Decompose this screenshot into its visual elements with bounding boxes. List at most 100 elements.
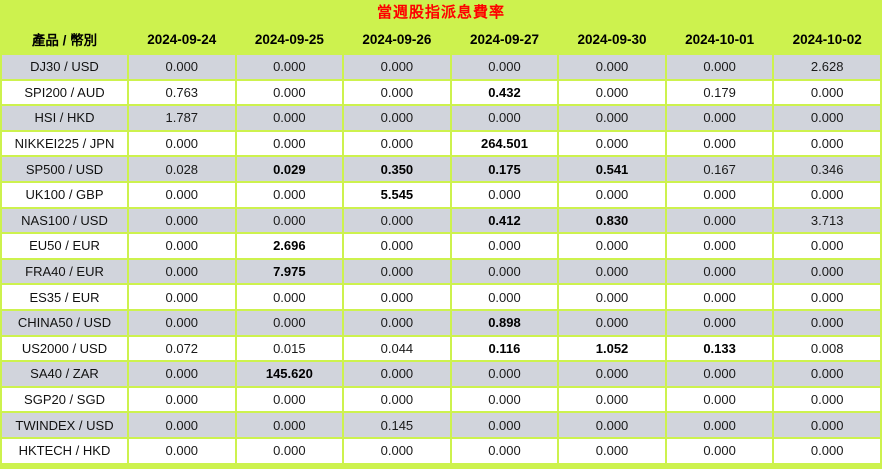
rate-cell: 0.541 bbox=[557, 155, 667, 183]
column-header-date: 2024-09-26 bbox=[362, 31, 432, 47]
rate-cell: 7.975 bbox=[234, 257, 345, 286]
rate-cell: 0.000 bbox=[342, 78, 452, 107]
rate-cell: 0.000 bbox=[342, 206, 452, 235]
rate-cell: 0.000 bbox=[664, 180, 775, 209]
rate-cell: 0.000 bbox=[449, 360, 560, 388]
rate-cell: 2.628 bbox=[772, 53, 882, 81]
rate-cell: 0.000 bbox=[449, 232, 560, 260]
rate-cell: 0.000 bbox=[557, 308, 667, 337]
rate-cell: 0.145 bbox=[342, 411, 452, 439]
rate-cell: 0.000 bbox=[664, 360, 775, 388]
rate-cell: 0.000 bbox=[342, 308, 452, 337]
rate-cell: 0.000 bbox=[234, 53, 345, 81]
rate-cell: 0.000 bbox=[127, 232, 237, 260]
rate-cell: 0.000 bbox=[772, 436, 882, 465]
dividend-rate-table: 產品 / 幣別 2024-09-24 2024-09-25 2024-09-26 20… bbox=[0, 25, 882, 465]
column-header-date: 2024-09-25 bbox=[254, 31, 324, 47]
row-label: EU50 / EUR bbox=[0, 232, 129, 260]
rate-cell: 0.000 bbox=[557, 104, 667, 132]
rate-cell: 0.000 bbox=[449, 180, 560, 209]
row-label: SPI200 / AUD bbox=[0, 78, 129, 107]
rate-cell: 0.000 bbox=[772, 104, 882, 132]
rate-cell: 0.116 bbox=[449, 334, 560, 363]
rate-cell: 0.000 bbox=[342, 436, 452, 465]
row-label: NIKKEI225 / JPN bbox=[0, 129, 129, 158]
row-label: SP500 / USD bbox=[0, 155, 129, 183]
table-row: HKTECH / HKD 0.000 0.000 0.000 0.000 0.000 0.0… bbox=[0, 436, 882, 465]
table-row: FRA40 / EUR 0.000 7.975 0.000 0.000 0.000 0.00… bbox=[0, 257, 882, 286]
rate-cell: 0.000 bbox=[664, 411, 775, 439]
table-row: NAS100 / USD 0.000 0.000 0.000 0.412 0.830 0.0… bbox=[0, 206, 882, 235]
rate-cell: 0.000 bbox=[127, 180, 237, 209]
rate-cell: 0.412 bbox=[449, 206, 560, 235]
rate-cell: 0.000 bbox=[664, 129, 775, 158]
table-row: NIKKEI225 / JPN 0.000 0.000 0.000 264.501 0.0… bbox=[0, 129, 882, 158]
rate-cell: 0.000 bbox=[234, 129, 345, 158]
header-row: 產品 / 幣別 2024-09-24 2024-09-25 2024-09-26 20… bbox=[1, 25, 881, 54]
rate-cell: 0.000 bbox=[772, 129, 882, 158]
rate-cell: 0.000 bbox=[664, 206, 775, 235]
rate-cell: 0.000 bbox=[234, 78, 345, 107]
rate-cell: 0.000 bbox=[664, 232, 775, 260]
rate-cell: 0.000 bbox=[772, 385, 882, 414]
rate-cell: 0.179 bbox=[664, 78, 775, 107]
table-row: US2000 / USD 0.072 0.015 0.044 0.116 1.052 0.1… bbox=[0, 334, 882, 363]
rate-cell: 0.000 bbox=[342, 104, 452, 132]
rate-cell: 0.000 bbox=[342, 385, 452, 414]
rate-cell: 0.000 bbox=[127, 385, 237, 414]
row-label: TWINDEX / USD bbox=[0, 411, 129, 439]
rate-cell: 0.000 bbox=[449, 385, 560, 414]
rate-cell: 0.000 bbox=[342, 232, 452, 260]
table-row: EU50 / EUR 0.000 2.696 0.000 0.000 0.000 0.000… bbox=[0, 232, 882, 260]
rate-cell: 0.000 bbox=[557, 436, 667, 465]
rate-cell: 0.029 bbox=[234, 155, 345, 183]
row-label: SA40 / ZAR bbox=[0, 360, 129, 388]
rate-cell: 3.713 bbox=[772, 206, 882, 235]
rate-cell: 264.501 bbox=[449, 129, 560, 158]
rate-cell: 0.000 bbox=[557, 283, 667, 311]
row-label: US2000 / USD bbox=[0, 334, 129, 363]
table-row: HSI / HKD 1.787 0.000 0.000 0.000 0.000 0.000 0… bbox=[0, 104, 882, 132]
rate-cell: 0.763 bbox=[127, 78, 237, 107]
rate-cell: 0.000 bbox=[127, 206, 237, 235]
rate-cell: 5.545 bbox=[342, 180, 452, 209]
rate-cell: 0.000 bbox=[342, 53, 452, 81]
rate-cell: 0.000 bbox=[772, 232, 882, 260]
rate-cell: 0.133 bbox=[664, 334, 775, 363]
row-label: FRA40 / EUR bbox=[0, 257, 129, 286]
rate-cell: 0.000 bbox=[772, 283, 882, 311]
rate-cell: 0.000 bbox=[557, 385, 667, 414]
table-row: DJ30 / USD 0.000 0.000 0.000 0.000 0.000 0.000… bbox=[0, 53, 882, 81]
table-row: CHINA50 / USD 0.000 0.000 0.000 0.898 0.000 0.… bbox=[0, 308, 882, 337]
rate-cell: 0.015 bbox=[234, 334, 345, 363]
rate-cell: 0.000 bbox=[234, 180, 345, 209]
column-header-date: 2024-09-24 bbox=[147, 31, 217, 47]
rate-cell: 0.000 bbox=[772, 360, 882, 388]
rate-cell: 145.620 bbox=[234, 360, 345, 388]
rate-cell: 0.000 bbox=[127, 360, 237, 388]
rate-cell: 0.000 bbox=[234, 206, 345, 235]
rate-cell: 0.000 bbox=[234, 411, 345, 439]
table-row: SA40 / ZAR 0.000 145.620 0.000 0.000 0.000 0.0… bbox=[0, 360, 882, 388]
rate-cell: 0.000 bbox=[664, 385, 775, 414]
rate-cell: 0.000 bbox=[772, 180, 882, 209]
rate-cell: 0.000 bbox=[234, 308, 345, 337]
table-row: ES35 / EUR 0.000 0.000 0.000 0.000 0.000 0.000… bbox=[0, 283, 882, 311]
table-row: SPI200 / AUD 0.763 0.000 0.000 0.432 0.000 0.1… bbox=[0, 78, 882, 107]
rate-cell: 0.898 bbox=[449, 308, 560, 337]
rate-cell: 0.000 bbox=[449, 53, 560, 81]
column-header-date: 2024-09-30 bbox=[577, 31, 647, 47]
rate-cell: 0.000 bbox=[449, 283, 560, 311]
rate-cell: 0.000 bbox=[664, 308, 775, 337]
rate-cell: 0.000 bbox=[449, 436, 560, 465]
rate-cell: 0.000 bbox=[234, 385, 345, 414]
rate-cell: 0.350 bbox=[342, 155, 452, 183]
rate-cell: 0.000 bbox=[557, 78, 667, 107]
rate-cell: 0.000 bbox=[557, 53, 667, 81]
rate-cell: 0.000 bbox=[557, 411, 667, 439]
rate-cell: 0.830 bbox=[557, 206, 667, 235]
column-header-product: 產品 / 幣別 bbox=[31, 33, 98, 48]
rate-cell: 0.000 bbox=[127, 283, 237, 311]
rate-cell: 0.000 bbox=[127, 129, 237, 158]
